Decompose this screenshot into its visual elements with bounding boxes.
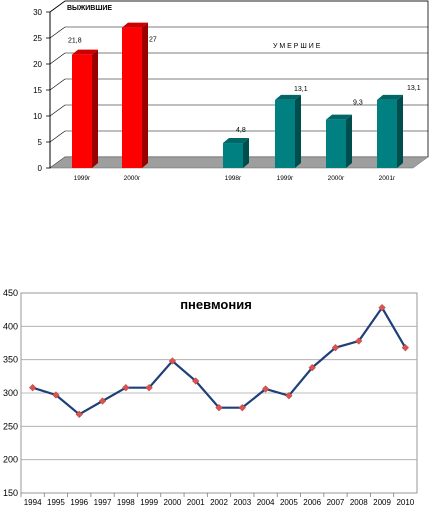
grid-diagonal	[49, 104, 66, 117]
y-tick-label: 250	[3, 421, 18, 431]
x-tick-label: 2008	[350, 498, 368, 507]
bar	[72, 54, 92, 168]
data-point	[145, 383, 153, 392]
label-died: У М Е Р Ш И Е	[273, 43, 321, 50]
data-point	[308, 363, 316, 372]
bar-side	[243, 138, 249, 168]
y-tick-label: 15	[33, 86, 42, 95]
grid-diagonal	[49, 130, 66, 143]
bar-value-label: 9,3	[353, 100, 363, 107]
bar-value-label: 27	[149, 37, 157, 44]
label-survived: ВЫЖИВШИЕ	[67, 5, 112, 12]
y-tick-label: 200	[3, 455, 18, 465]
y-tick-label: 350	[3, 355, 18, 365]
bar-value-label: 13,1	[407, 85, 421, 92]
bar	[377, 99, 397, 168]
data-point	[215, 403, 223, 412]
bar-side	[346, 114, 352, 168]
y-tick-label: 0	[38, 164, 43, 173]
category-label: 1999г	[277, 175, 294, 182]
bar	[275, 99, 295, 168]
data-point	[238, 403, 246, 412]
bar-top	[275, 94, 301, 100]
x-tick-label: 2006	[303, 498, 321, 507]
data-point	[261, 385, 270, 393]
data-point	[331, 343, 340, 352]
data-point	[355, 337, 363, 345]
bar-value-label: 21,8	[68, 38, 82, 45]
chart-title: пневмония	[180, 297, 252, 312]
y-tick-label: 450	[3, 288, 18, 298]
x-tick-label: 2002	[210, 498, 228, 507]
grid-diagonal	[49, 26, 66, 39]
data-point	[52, 391, 60, 399]
grid-diagonal	[49, 52, 66, 65]
bar-top	[223, 138, 249, 144]
bar-top	[377, 94, 403, 100]
bar	[223, 143, 243, 168]
grid-diagonal	[49, 0, 66, 13]
category-label: 1999г	[74, 175, 91, 182]
survival-bar-chart: 0 5 10 15 20 25 30 ВЫЖИВШИЕ У М Е Р Ш И Е 21,8 199…	[33, 0, 429, 182]
x-tick-label: 1994	[24, 498, 42, 507]
data-point	[192, 377, 200, 385]
bar-top	[122, 22, 148, 28]
bar-side	[92, 49, 98, 168]
data-point	[28, 383, 37, 392]
x-tick-label: 2001	[187, 498, 205, 507]
category-label: 2000г	[124, 175, 141, 182]
data-point	[75, 410, 83, 419]
bar-value-label: 13,1	[294, 86, 308, 93]
x-tick-label: 2010	[396, 498, 414, 507]
x-tick-label: 1995	[47, 498, 65, 507]
category-label: 2001г	[379, 175, 396, 182]
bar-side	[295, 94, 301, 168]
x-tick-label: 1998	[117, 498, 135, 507]
data-point	[98, 397, 107, 405]
y-tick-label: 400	[3, 321, 18, 331]
bar-side	[142, 22, 148, 168]
y-tick-label: 20	[33, 60, 42, 69]
bar	[122, 27, 142, 168]
bar-side	[397, 94, 403, 168]
x-tick-label: 2004	[257, 498, 275, 507]
data-point	[401, 343, 410, 352]
x-tick-label: 2009	[373, 498, 391, 507]
x-tick-label: 2007	[327, 498, 345, 507]
x-tick-label: 1996	[70, 498, 88, 507]
grid-diagonal	[49, 78, 66, 91]
data-point	[168, 357, 177, 365]
data-point	[378, 303, 386, 312]
y-tick-label: 10	[33, 112, 42, 121]
y-tick-label: 5	[38, 138, 43, 147]
y-tick-label: 25	[33, 34, 42, 43]
bar-top	[326, 114, 352, 120]
pneumonia-line-chart: 150 200 250 300 350 400 450 1994 1995 1996 1997 199…	[3, 288, 418, 507]
bar-value-label: 4,8	[236, 127, 246, 134]
x-tick-label: 1999	[140, 498, 158, 507]
x-tick-label: 2005	[280, 498, 298, 507]
category-label: 1998г	[225, 175, 242, 182]
x-tick-label: 2003	[233, 498, 251, 507]
x-tick-label: 1997	[94, 498, 112, 507]
category-label: 2000г	[328, 175, 345, 182]
y-tick-label: 30	[33, 8, 42, 17]
bar	[326, 119, 346, 168]
bar-top	[72, 49, 98, 55]
x-tick-label: 2000	[164, 498, 182, 507]
data-point	[285, 391, 293, 400]
y-tick-label: 300	[3, 388, 18, 398]
data-point	[122, 383, 130, 392]
y-tick-label: 150	[3, 488, 18, 498]
